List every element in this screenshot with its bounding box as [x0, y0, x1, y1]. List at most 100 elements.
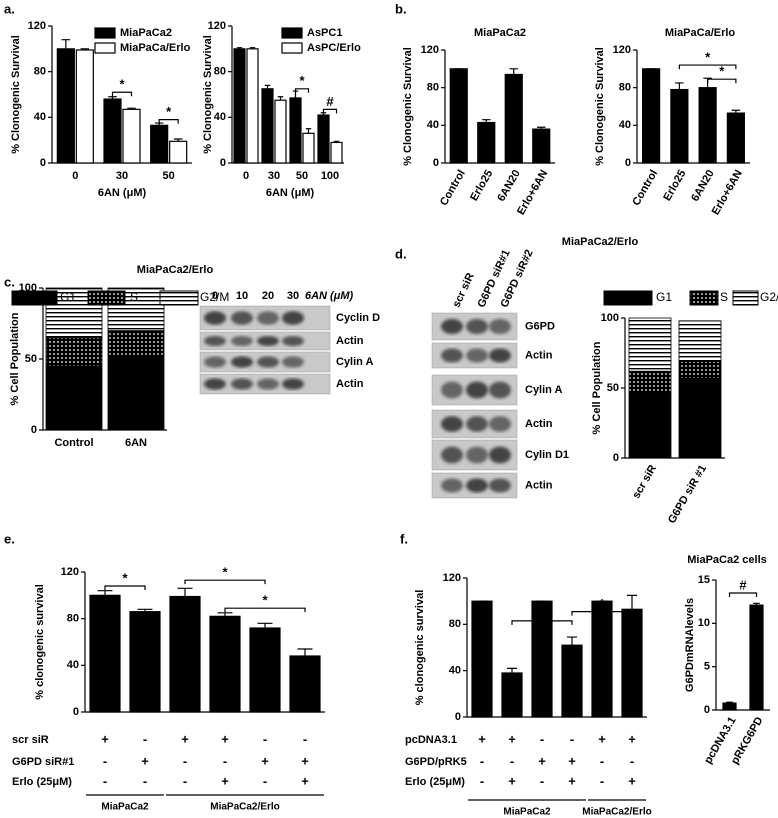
x-tick-label: 6AN20 — [495, 168, 523, 204]
panel-label: d. — [395, 246, 407, 261]
x-tick-label: Control — [630, 168, 660, 208]
treatment-sign: + — [568, 753, 576, 768]
blot-band — [489, 478, 511, 493]
blot-lane-label: scr siR — [450, 271, 476, 309]
blot-band — [489, 348, 511, 363]
blot-row-label: Actin — [525, 349, 553, 361]
y-axis-label: % Clonogenic Survival — [202, 35, 214, 154]
x-axis-label: 6AN (μM) — [266, 187, 315, 199]
treatment-label: G6PD siR#1 — [12, 756, 74, 768]
error-bar — [726, 701, 733, 704]
bar — [330, 141, 343, 164]
treatment-sign: - — [263, 731, 267, 746]
y-axis-label: % Cell Population — [591, 341, 603, 434]
legend-label: G2/M — [760, 290, 778, 304]
treatment-sign: - — [630, 753, 634, 768]
error-bar — [731, 109, 741, 114]
y-tick-label: 80 — [427, 82, 439, 94]
treatment-sign: + — [628, 773, 636, 788]
error-bar — [537, 126, 546, 130]
y-tick-label: 15 — [698, 574, 710, 586]
bar — [261, 88, 274, 164]
treatment-sign: - — [480, 773, 484, 788]
blot-band — [466, 381, 488, 399]
y-tick-label: 120 — [421, 44, 439, 56]
blot-band — [257, 335, 279, 347]
blot-band — [231, 311, 253, 325]
blot-band — [204, 311, 226, 325]
y-tick-label: 0 — [455, 711, 461, 723]
bar — [501, 672, 523, 718]
x-tick-label: 30 — [268, 170, 280, 182]
treatment-sign: - — [103, 753, 107, 768]
group-label: MiaPaCa2/Erlo — [210, 802, 279, 813]
error-bar — [173, 138, 183, 142]
treatment-sign: + — [478, 731, 486, 746]
y-tick-label: 0 — [31, 424, 37, 436]
treatment-sign: + — [301, 773, 309, 788]
x-tick-label: 6AN — [125, 437, 147, 449]
y-tick-label: 40 — [34, 111, 46, 123]
error-bar — [127, 107, 136, 110]
blot-band — [441, 318, 463, 335]
panel-label: f. — [400, 531, 408, 546]
x-axis-label: 6AN (μM) — [98, 187, 147, 199]
significance-bracket — [707, 78, 737, 84]
treatment-sign: + — [508, 731, 516, 746]
blot-band — [441, 446, 463, 464]
x-tick-label: Control — [438, 168, 468, 208]
treatment-sign: - — [570, 731, 574, 746]
blot-band — [204, 335, 226, 347]
treatment-sign: - — [600, 753, 604, 768]
significance-bracket — [104, 585, 146, 590]
y-tick-label: 80 — [67, 613, 79, 625]
blot-band — [489, 416, 511, 432]
error-bar — [507, 667, 517, 673]
significance-bracket — [224, 607, 306, 613]
annotation: * — [599, 596, 605, 611]
chart-title: MiaPaCa2 cells — [687, 554, 767, 566]
blot-row-label: G6PD — [525, 320, 555, 332]
y-tick-label: 100 — [601, 312, 619, 324]
blot-band — [257, 356, 279, 368]
error-bar — [567, 636, 577, 646]
bar — [169, 595, 201, 713]
legend-swatch — [87, 290, 126, 306]
bar — [642, 68, 661, 164]
bar — [289, 655, 321, 713]
y-tick-label: 0 — [704, 704, 710, 716]
blot-lane-title: 6AN (μM) — [305, 290, 354, 302]
blot-band — [466, 318, 488, 335]
y-axis-label: % Cell Population — [9, 312, 21, 405]
error-bar — [277, 96, 284, 101]
treatment-sign: + — [101, 731, 109, 746]
blot-band — [466, 416, 488, 432]
x-tick-label: 0 — [243, 170, 249, 182]
bar — [56, 48, 75, 164]
error-bar — [236, 47, 243, 49]
bar — [246, 48, 259, 164]
error-bar — [137, 608, 153, 612]
treatment-label: pcDNA3.1 — [405, 734, 457, 746]
bar-segment — [45, 365, 103, 431]
blot-row-label: Cyclin D — [336, 312, 380, 324]
x-tick-label: 50 — [163, 170, 175, 182]
blot-band — [282, 311, 304, 325]
blot-band — [204, 356, 226, 368]
y-tick-label: 10 — [698, 617, 710, 629]
treatment-label: scr siR — [12, 734, 49, 746]
annotation: # — [739, 577, 747, 592]
significance-bracket — [511, 620, 573, 625]
treatment-sign: + — [508, 773, 516, 788]
blot-band — [282, 378, 304, 390]
treatment-sign: - — [480, 753, 484, 768]
y-tick-label: 80 — [449, 618, 461, 630]
y-tick-label: 120 — [208, 20, 226, 32]
bar — [532, 128, 551, 164]
y-axis-label: % clonogenic survival — [34, 584, 46, 700]
error-bar — [753, 602, 760, 606]
bar-segment — [107, 355, 165, 431]
treatment-sign: - — [263, 773, 267, 788]
y-axis-label: % Clonogenic Survival — [594, 47, 606, 166]
y-axis-label: % clonogenic survival — [414, 590, 426, 706]
